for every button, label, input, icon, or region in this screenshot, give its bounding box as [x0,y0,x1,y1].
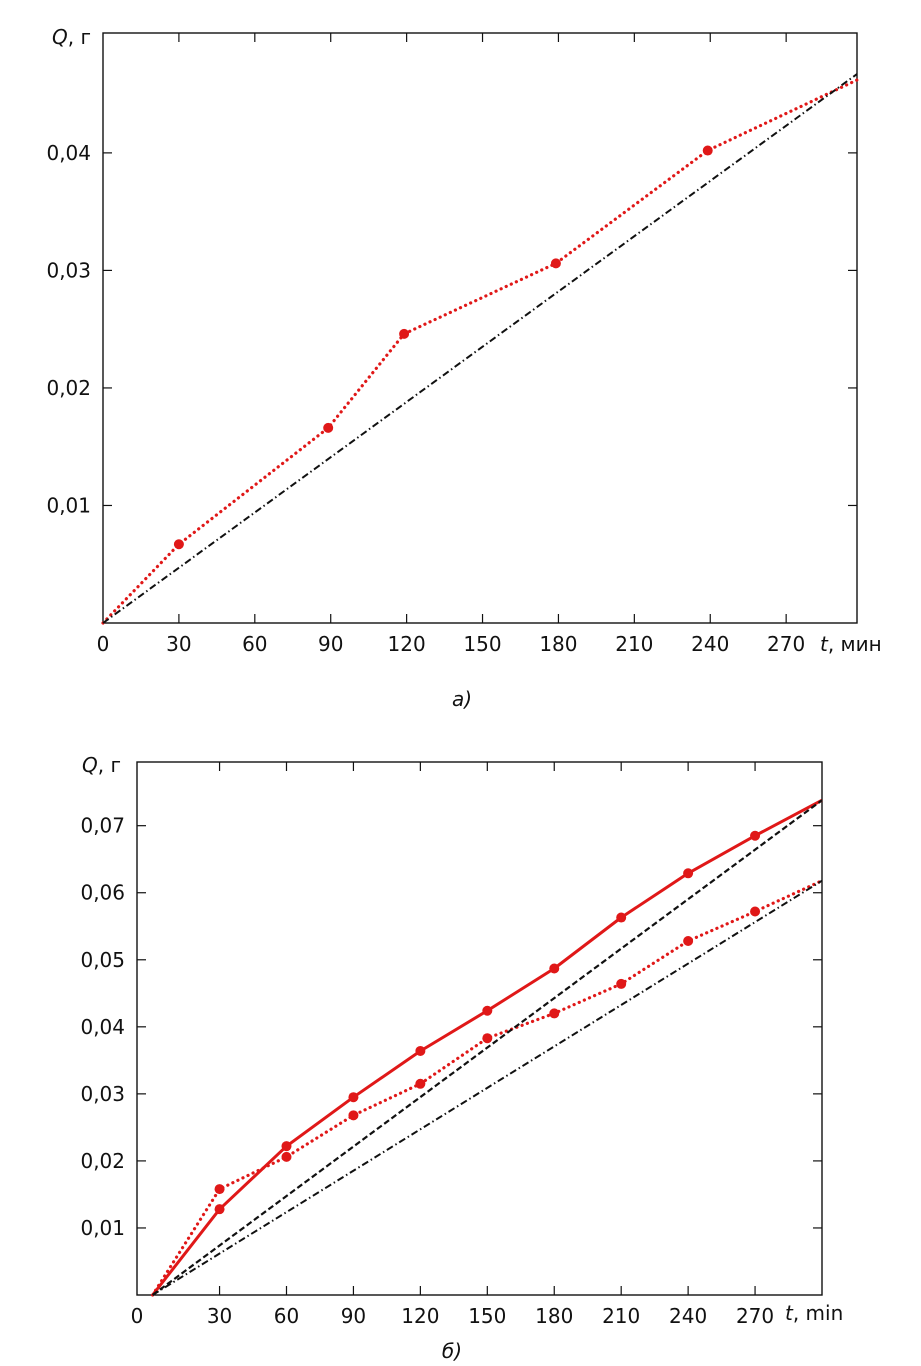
series-0-point [750,830,761,841]
x-tick-label: 120 [401,1304,439,1328]
series-0-point [281,1141,292,1152]
y-axis-unit: , г [68,25,91,49]
series-0-point [323,422,334,433]
x-tick-label: 240 [691,632,729,656]
series-0-line [101,78,859,625]
x-axis-variable: t [785,1301,794,1325]
y-tick-label: 0,02 [46,376,91,400]
series-1-line [151,879,824,1297]
series-2-line [151,799,823,1296]
series-1-point [482,1033,493,1044]
y-tick-label: 0,04 [80,1015,125,1039]
y-tick-label: 0,05 [80,948,125,972]
series-0-point [399,328,410,339]
x-axis-label: t, min [785,1301,843,1325]
x-tick-label: 210 [615,632,653,656]
y-tick-label: 0,07 [80,814,125,838]
x-tick-label: 210 [602,1304,640,1328]
y-axis-variable: Q [82,753,98,777]
plot-frame [136,761,823,1296]
x-tick-label: 90 [341,1304,366,1328]
x-axis-label: t, мин [820,632,882,656]
series-1-line [102,73,858,624]
x-tick-label: 90 [318,632,343,656]
y-tick-label: 0,06 [80,881,125,905]
x-tick-label: 120 [388,632,426,656]
chart-panel-a: 0 30 60 90 120 150 180 210 240 270 0,01 0,02 0,03 0,0… [46,25,881,711]
x-tick-label: 0 [131,1304,144,1328]
series-0-point [173,539,184,550]
x-tick-label: 150 [468,1304,506,1328]
series-1-point [348,1110,359,1121]
series-1-point [281,1151,292,1162]
series-1-point [683,936,694,947]
y-tick-label: 0,01 [46,493,91,517]
y-axis-variable: Q [52,25,68,49]
x-tick-label: 240 [669,1304,707,1328]
panel-label: б) [442,1339,462,1363]
x-tick-label: 270 [736,1304,774,1328]
y-axis-label: Q, г [82,753,121,777]
y-tick-label: 0,03 [80,1082,125,1106]
series-1-point [750,906,761,917]
x-axis-unit: , min [793,1301,843,1325]
series-0-point [702,145,713,156]
x-axis-unit: , мин [828,632,882,656]
plot-frame [102,32,858,624]
series-0-point [348,1092,359,1103]
y-tick-label: 0,02 [80,1149,125,1173]
x-tick-label: 0 [97,632,110,656]
x-tick-label: 60 [274,1304,299,1328]
y-tick-label: 0,04 [46,141,91,165]
x-tick-label: 270 [767,632,805,656]
y-axis-label: Q, г [52,25,91,49]
panel-label: а) [452,687,472,711]
series-0-point [415,1045,426,1056]
series-1-point [214,1184,225,1195]
x-tick-label: 150 [463,632,501,656]
x-axis-variable: t [820,632,829,656]
series-1-point [616,978,627,989]
x-tick-label: 180 [535,1304,573,1328]
x-tick-label: 30 [166,632,191,656]
x-tick-label: 180 [539,632,577,656]
series-0-point [683,868,694,879]
series-0-point [214,1204,225,1215]
y-axis-unit: , г [98,753,121,777]
chart-panel-b: 0 30 60 90 120 150 180 210 240 270 0,01 0,02 0,03 0,0… [80,753,843,1363]
x-tick-label: 60 [242,632,267,656]
series-1-point [549,1008,560,1019]
y-tick-label: 0,01 [80,1216,125,1240]
series-0-point [549,963,560,974]
series-1-point [415,1078,426,1089]
series-0-point [550,258,561,269]
y-tick-label: 0,03 [46,258,91,282]
series-0-point [616,912,627,923]
series-3-line [152,879,823,1296]
x-tick-label: 30 [207,1304,232,1328]
series-0-point [482,1005,493,1016]
